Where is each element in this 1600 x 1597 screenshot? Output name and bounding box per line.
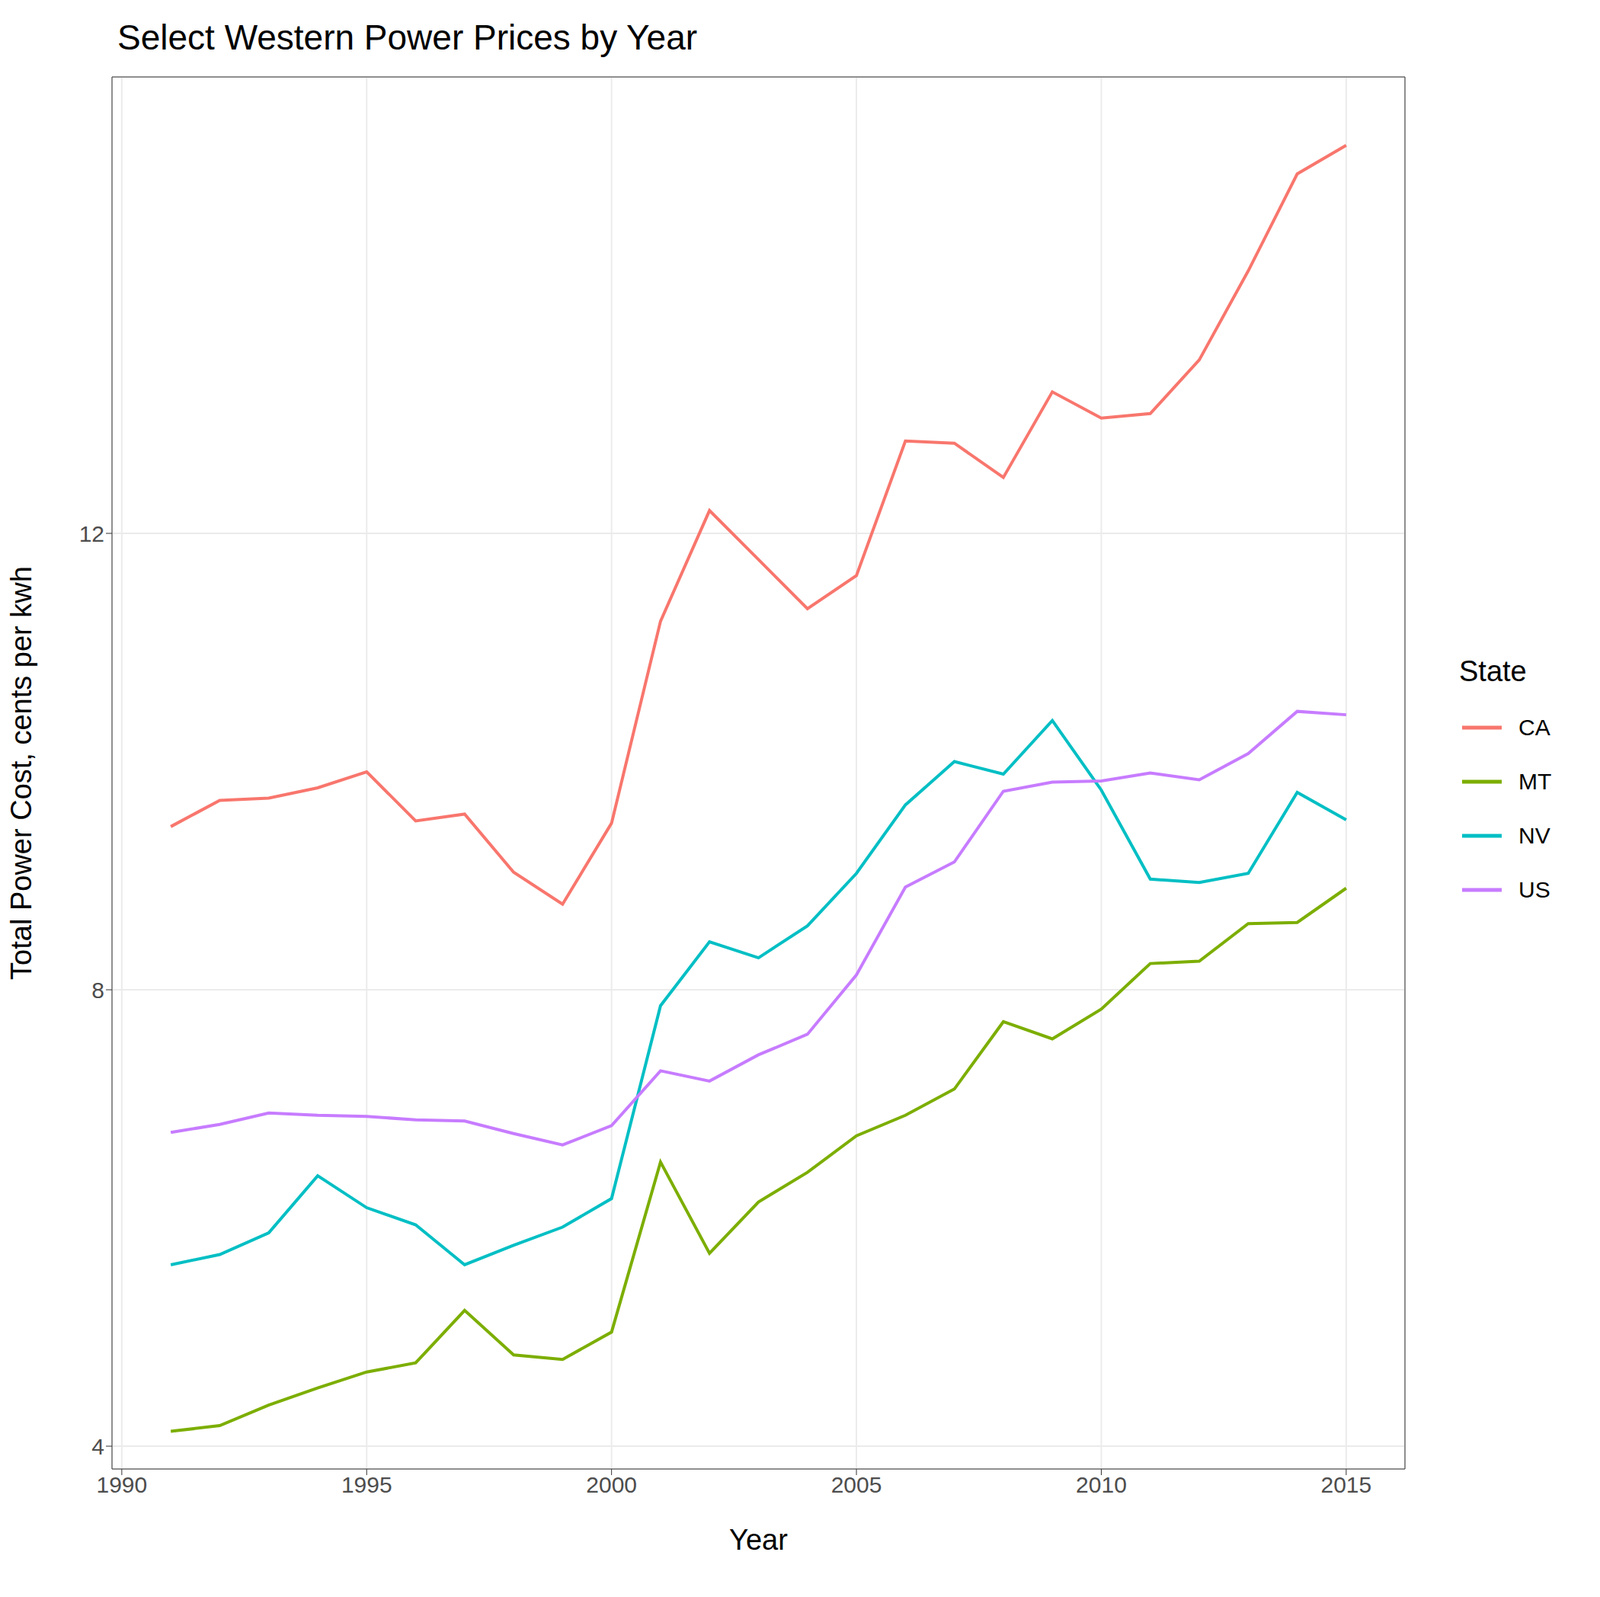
svg-text:8: 8	[91, 977, 105, 1003]
html-text:US: US	[1518, 876, 1551, 902]
html-text:State: State	[1459, 655, 1527, 688]
svg-text:1995: 1995	[341, 1472, 393, 1498]
svg-text:2015: 2015	[1320, 1472, 1372, 1498]
html-text:CA: CA	[1518, 714, 1551, 740]
html-text:Select Western Power Prices by: Select Western Power Prices by Year	[117, 17, 698, 58]
svg-text:12: 12	[79, 521, 105, 547]
svg-text:2000: 2000	[585, 1472, 637, 1498]
svg-text:2005: 2005	[831, 1472, 883, 1498]
svg-text:Year: Year	[729, 1523, 788, 1556]
html-text:MT: MT	[1518, 768, 1552, 794]
svg-text:Total Power Cost, cents per kw: Total Power Cost, cents per kwh	[6, 566, 38, 980]
svg-text:2010: 2010	[1075, 1472, 1127, 1498]
svg-text:1990: 1990	[96, 1472, 148, 1498]
svg-text:4: 4	[91, 1433, 105, 1460]
html-text:NV: NV	[1518, 822, 1551, 848]
